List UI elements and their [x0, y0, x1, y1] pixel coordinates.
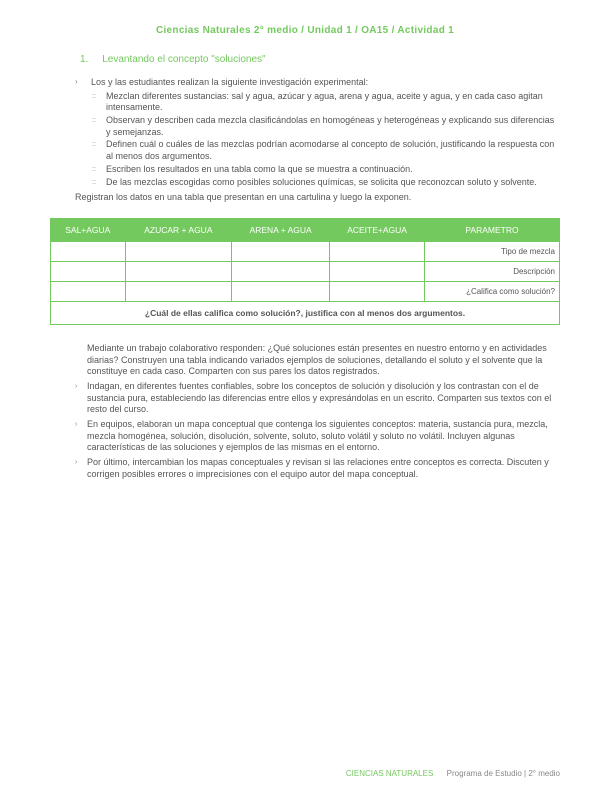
table-cell — [51, 281, 126, 301]
table-param-cell: Descripción — [424, 261, 559, 281]
list-marker: › — [75, 419, 87, 454]
list-marker: :: — [92, 91, 106, 114]
table-cell — [330, 281, 425, 301]
list-marker — [75, 343, 87, 378]
table-footer-question: ¿Cuál de ellas califica como solución?, … — [51, 301, 560, 324]
sub-list: ::Mezclan diferentes sustancias: sal y a… — [92, 91, 560, 189]
body-item: Mediante un trabajo colaborativo respond… — [75, 343, 560, 378]
table-cell — [330, 261, 425, 281]
table-cell — [232, 261, 330, 281]
list-marker: :: — [92, 164, 106, 176]
closing-line: Registran los datos en una tabla que pre… — [75, 192, 560, 204]
sub-list-item: ::Escriben los resultados en una tabla c… — [92, 164, 560, 176]
list-marker: › — [75, 457, 87, 480]
intro-line: › Los y las estudiantes realizan la sigu… — [75, 77, 560, 89]
table-cell — [125, 281, 232, 301]
table-cell — [51, 261, 126, 281]
section-number: 1. — [80, 54, 88, 65]
table-header-cell: ACEITE+AGUA — [330, 218, 425, 241]
sub-list-item: ::De las mezclas escogidas como posibles… — [92, 177, 560, 189]
table-header-cell: AZUCAR + AGUA — [125, 218, 232, 241]
body-item: ›Indagan, en diferentes fuentes confiabl… — [75, 381, 560, 416]
list-marker: :: — [92, 139, 106, 162]
table-cell — [51, 241, 126, 261]
page-header-title: Ciencias Naturales 2° medio / Unidad 1 /… — [50, 25, 560, 36]
list-marker: › — [75, 381, 87, 416]
table-footer-row: ¿Cuál de ellas califica como solución?, … — [51, 301, 560, 324]
table-param-cell: Tipo de mezcla — [424, 241, 559, 261]
body-text: En equipos, elaboran un mapa conceptual … — [87, 419, 560, 454]
table-header-cell: SAL+AGUA — [51, 218, 126, 241]
sub-list-text: Observan y describen cada mezcla clasifi… — [106, 115, 560, 138]
body-text: Indagan, en diferentes fuentes confiable… — [87, 381, 560, 416]
sub-list-text: Definen cuál o cuáles de las mezclas pod… — [106, 139, 560, 162]
table-cell — [232, 281, 330, 301]
footer-subject: CIENCIAS NATURALES — [346, 769, 433, 778]
sub-list-text: Escriben los resultados en una tabla com… — [106, 164, 413, 176]
list-marker: › — [75, 77, 91, 89]
footer-program: Programa de Estudio | 2° medio — [447, 769, 560, 778]
table-header-row: SAL+AGUAAZUCAR + AGUAARENA + AGUAACEITE+… — [51, 218, 560, 241]
table-row: ¿Califica como solución? — [51, 281, 560, 301]
table-param-cell: ¿Califica como solución? — [424, 281, 559, 301]
body-item: ›Por último, intercambian los mapas conc… — [75, 457, 560, 480]
table-header-cell: ARENA + AGUA — [232, 218, 330, 241]
data-table: SAL+AGUAAZUCAR + AGUAARENA + AGUAACEITE+… — [50, 218, 560, 325]
body-item: ›En equipos, elaboran un mapa conceptual… — [75, 419, 560, 454]
table-header-cell: PARAMETRO — [424, 218, 559, 241]
intro-text: Los y las estudiantes realizan la siguie… — [91, 77, 368, 89]
table-row: Descripción — [51, 261, 560, 281]
table-cell — [125, 261, 232, 281]
list-marker: :: — [92, 177, 106, 189]
body-text: Por último, intercambian los mapas conce… — [87, 457, 560, 480]
sub-list-item: ::Mezclan diferentes sustancias: sal y a… — [92, 91, 560, 114]
body-text: Mediante un trabajo colaborativo respond… — [87, 343, 560, 378]
body-paragraphs: Mediante un trabajo colaborativo respond… — [75, 343, 560, 481]
table-cell — [330, 241, 425, 261]
table-cell — [232, 241, 330, 261]
sub-list-text: Mezclan diferentes sustancias: sal y agu… — [106, 91, 560, 114]
page-footer: CIENCIAS NATURALES Programa de Estudio |… — [346, 769, 560, 778]
table-row: Tipo de mezcla — [51, 241, 560, 261]
sub-list-item: ::Observan y describen cada mezcla clasi… — [92, 115, 560, 138]
section-title: 1. Levantando el concepto "soluciones" — [80, 54, 560, 65]
sub-list-item: ::Definen cuál o cuáles de las mezclas p… — [92, 139, 560, 162]
table-cell — [125, 241, 232, 261]
section-heading: Levantando el concepto "soluciones" — [102, 54, 265, 65]
sub-list-text: De las mezclas escogidas como posibles s… — [106, 177, 537, 189]
list-marker: :: — [92, 115, 106, 138]
table-body: Tipo de mezclaDescripción¿Califica como … — [51, 241, 560, 324]
